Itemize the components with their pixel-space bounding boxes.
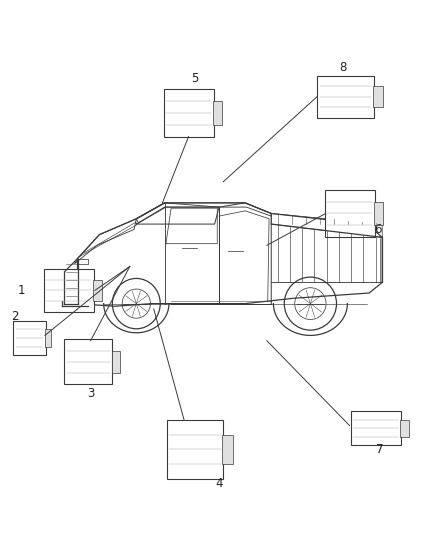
FancyBboxPatch shape <box>351 411 401 446</box>
Text: 4: 4 <box>215 478 223 490</box>
Text: 7: 7 <box>376 443 384 456</box>
Bar <box>93 280 102 301</box>
FancyBboxPatch shape <box>167 420 223 479</box>
Text: 3: 3 <box>87 387 94 400</box>
Bar <box>213 101 222 125</box>
Bar <box>373 86 383 108</box>
Bar <box>45 329 51 346</box>
FancyBboxPatch shape <box>44 269 94 312</box>
Bar <box>112 351 120 373</box>
Text: 6: 6 <box>374 223 381 236</box>
Text: 1: 1 <box>17 284 25 297</box>
FancyBboxPatch shape <box>325 190 374 237</box>
FancyBboxPatch shape <box>64 340 113 384</box>
Text: 8: 8 <box>339 61 347 74</box>
Bar <box>223 435 233 464</box>
Bar <box>374 201 383 225</box>
FancyBboxPatch shape <box>163 89 214 136</box>
FancyBboxPatch shape <box>13 321 46 356</box>
Bar <box>400 419 409 437</box>
Text: 2: 2 <box>11 310 18 324</box>
Text: 5: 5 <box>191 72 199 85</box>
FancyBboxPatch shape <box>317 76 374 118</box>
